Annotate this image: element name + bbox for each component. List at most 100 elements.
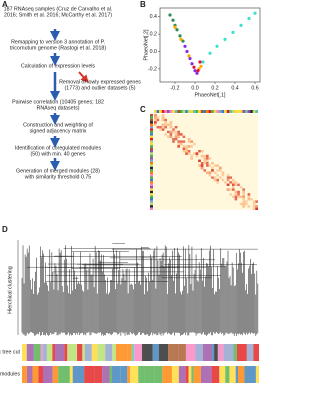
heat-col bbox=[213, 110, 217, 113]
heat-cell bbox=[242, 202, 245, 206]
y-tick-label: -0.2 bbox=[148, 66, 157, 72]
module bbox=[33, 344, 41, 361]
heat-cell bbox=[156, 116, 160, 119]
heat-row bbox=[150, 174, 153, 177]
heat-cell bbox=[200, 166, 204, 170]
point bbox=[179, 37, 183, 41]
heat-cell bbox=[190, 140, 193, 143]
heat-cell bbox=[198, 164, 201, 167]
heat-cell bbox=[232, 183, 235, 186]
heat-col bbox=[187, 110, 191, 113]
point bbox=[208, 51, 212, 55]
heat-col bbox=[177, 110, 180, 113]
heat-cell bbox=[216, 174, 219, 177]
heat-cell bbox=[242, 188, 245, 191]
module bbox=[120, 366, 128, 383]
heat-col bbox=[174, 110, 178, 113]
heat-col bbox=[159, 110, 162, 113]
heat-cell bbox=[185, 145, 188, 148]
heat-cell bbox=[234, 190, 238, 194]
module bbox=[178, 366, 186, 383]
heat-col bbox=[211, 110, 214, 113]
heat-cell bbox=[177, 142, 180, 146]
heat-col bbox=[229, 110, 232, 113]
flow-step: signed adjacency matrix bbox=[30, 129, 87, 135]
module bbox=[171, 366, 179, 383]
flow-step: RNAseq datasets) bbox=[37, 106, 80, 112]
heat-cell bbox=[252, 200, 256, 203]
heat-cell bbox=[200, 164, 204, 167]
point bbox=[198, 60, 202, 64]
heat-row bbox=[150, 178, 153, 182]
module bbox=[94, 366, 103, 383]
flow-step: with similarity threshold 0.75 bbox=[25, 175, 92, 181]
heat-cell bbox=[190, 154, 193, 158]
heat-cell bbox=[200, 162, 204, 165]
heat-cell bbox=[161, 123, 165, 126]
heat-col bbox=[185, 110, 188, 113]
heat-cell bbox=[174, 126, 178, 129]
flow-step: Construction and weighting of bbox=[23, 122, 93, 128]
point bbox=[188, 56, 192, 61]
heat-row bbox=[150, 123, 153, 126]
heat-row bbox=[150, 198, 153, 201]
heat-cell bbox=[232, 181, 235, 184]
heat-row bbox=[150, 135, 153, 138]
heat-row bbox=[150, 207, 153, 210]
module bbox=[223, 344, 234, 361]
point bbox=[193, 69, 197, 73]
module bbox=[131, 344, 135, 361]
heat-cell bbox=[177, 140, 180, 143]
heat-cell bbox=[187, 152, 191, 155]
heat-row bbox=[150, 133, 153, 136]
module bbox=[144, 366, 155, 383]
flow-step: Pairwise correlation (10405 genes; 182 bbox=[12, 99, 104, 105]
heat-cell bbox=[174, 133, 178, 136]
heat-row bbox=[150, 162, 153, 165]
module bbox=[127, 344, 132, 361]
heat-cell bbox=[156, 126, 160, 129]
heat-cell bbox=[177, 130, 180, 134]
panel-label: A bbox=[2, 0, 8, 9]
flow-step: Generation of merged modules (28) bbox=[16, 168, 100, 174]
heat-row bbox=[150, 183, 153, 186]
heat-row bbox=[150, 138, 153, 141]
heat-col bbox=[200, 110, 204, 113]
panel-label: C bbox=[140, 105, 146, 114]
heat-col bbox=[224, 110, 227, 113]
heat-cell bbox=[203, 159, 206, 162]
heat-cell bbox=[161, 116, 165, 119]
heat-cell bbox=[169, 135, 173, 138]
heat-cell bbox=[182, 140, 186, 143]
heat-cell bbox=[159, 128, 162, 131]
heat-col bbox=[154, 110, 157, 113]
heat-cell bbox=[180, 133, 183, 136]
heat-cell bbox=[185, 152, 188, 155]
heat-cell bbox=[226, 176, 230, 179]
module bbox=[162, 366, 172, 383]
d-ylabel: Hierchical clustering bbox=[7, 266, 13, 313]
point bbox=[201, 60, 205, 64]
module bbox=[233, 344, 237, 361]
dendrogram: Hierchical clustering Dynamic tree cut Mer… bbox=[0, 240, 259, 383]
point bbox=[187, 54, 191, 58]
heat-cell bbox=[154, 121, 157, 124]
module bbox=[55, 344, 65, 361]
heat-cell bbox=[154, 123, 157, 126]
row-label: Dynamic tree cut bbox=[0, 349, 21, 355]
heat-cell bbox=[255, 200, 258, 203]
heat-cell bbox=[208, 174, 212, 177]
heat-row bbox=[150, 176, 153, 179]
heat-row bbox=[150, 145, 153, 148]
heat-cell bbox=[208, 164, 212, 167]
x-tick-label: 0.2 bbox=[211, 85, 218, 91]
heat-row bbox=[150, 164, 153, 167]
module bbox=[127, 366, 131, 383]
heat-cell bbox=[161, 114, 165, 117]
x-tick-label: 0.4 bbox=[231, 85, 238, 91]
heat-cell bbox=[219, 169, 222, 172]
heat-row bbox=[150, 121, 153, 124]
module bbox=[211, 366, 220, 383]
heat-row bbox=[150, 186, 153, 189]
heat-cell bbox=[226, 174, 230, 177]
